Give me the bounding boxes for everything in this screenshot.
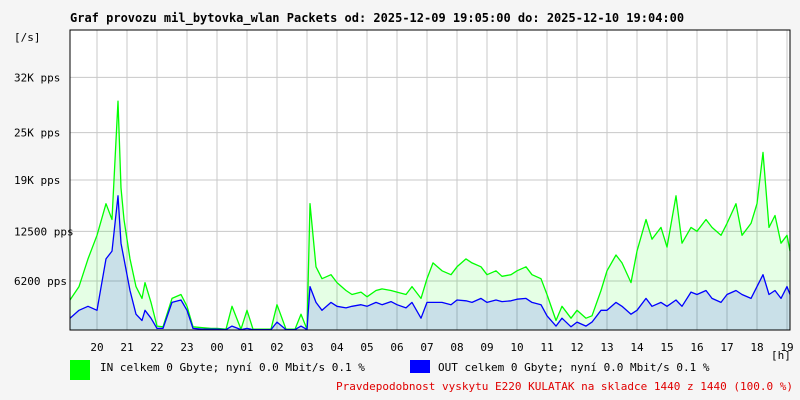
legend-in-text: IN celkem 0 Gbyte; nyní 0.0 Mbit/s 0.1 % (100, 361, 365, 374)
x-axis-unit: [h] (771, 349, 791, 362)
x-tick-label: 07 (420, 341, 433, 354)
y-tick-label: 6200 pps (14, 275, 67, 288)
plot-frame (69, 29, 791, 331)
x-tick-label: 05 (360, 341, 373, 354)
x-tick-labels: 20 21 22 23 00 01 02 03 04 05 06 07 08 09 10 11 12 13 14 15… (90, 341, 793, 354)
x-tick-label: 11 (540, 341, 553, 354)
x-tick-label: 21 (120, 341, 133, 354)
series-area-in (70, 101, 790, 330)
series-line-in (69, 100, 791, 330)
x-tick-label: 03 (300, 341, 313, 354)
grid-lines (70, 30, 790, 330)
x-tick-label: 18 (750, 341, 763, 354)
x-tick-label: 13 (600, 341, 613, 354)
x-tick-label: 12 (570, 341, 583, 354)
x-tick-label: 14 (630, 341, 644, 354)
series-area-out (70, 195, 790, 330)
status-note: Pravdepodobnost vyskytu E220 KULATAK na … (336, 380, 793, 393)
x-tick-label: 22 (150, 341, 163, 354)
chart-title: Graf provozu mil_bytovka_wlan Packets od… (70, 11, 684, 26)
y-tick-label: 19K pps (14, 174, 60, 187)
x-tick-label: 09 (480, 341, 493, 354)
x-tick-label: 01 (240, 341, 253, 354)
x-tick-label: 16 (690, 341, 703, 354)
x-tick-label: 08 (450, 341, 463, 354)
y-axis-unit: [/s] (14, 31, 41, 44)
series-line-out (69, 195, 791, 331)
x-tick-label: 23 (180, 341, 193, 354)
y-tick-label: 12500 pps (14, 225, 74, 238)
x-tick-label: 10 (510, 341, 523, 354)
legend-out-text: OUT celkem 0 Gbyte; nyní 0.0 Mbit/s 0.1 … (438, 361, 710, 374)
legend-swatch-out (410, 360, 430, 373)
x-tick-label: 02 (270, 341, 283, 354)
x-tick-label: 06 (390, 341, 403, 354)
y-tick-label: 32K pps (14, 71, 60, 84)
x-tick-label: 17 (720, 341, 733, 354)
x-tick-label: 04 (330, 341, 344, 354)
y-tick-label: 25K pps (14, 127, 60, 140)
x-tick-label: 20 (90, 341, 103, 354)
series-layer (69, 100, 791, 331)
x-tick-label: 15 (660, 341, 673, 354)
x-tick-label: 19 (780, 341, 793, 354)
y-tick-labels: 6200 pps 12500 pps 19K pps 25K pps 32K pps (14, 71, 74, 288)
x-tick-label: 00 (210, 341, 223, 354)
legend-swatch-in (70, 360, 90, 380)
